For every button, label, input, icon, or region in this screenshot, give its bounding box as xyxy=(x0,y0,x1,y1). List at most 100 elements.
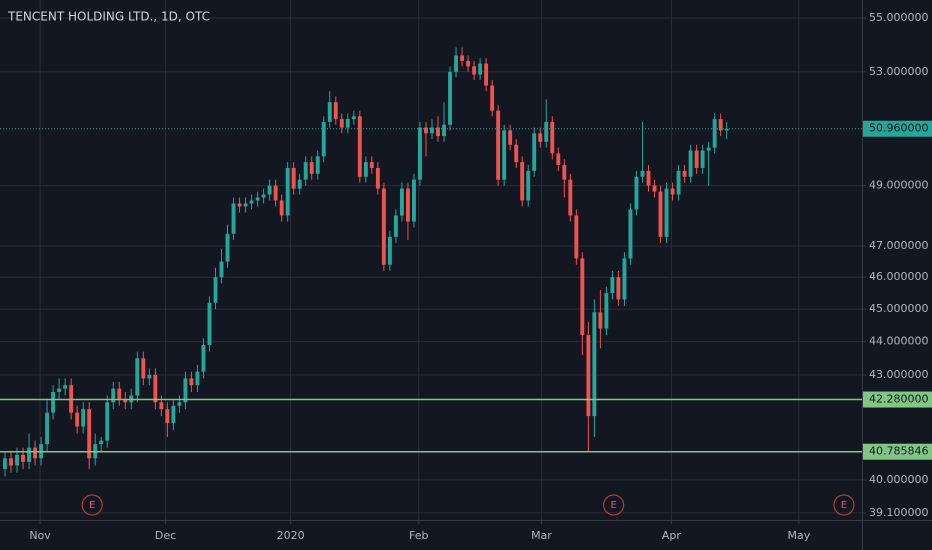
candle-body xyxy=(177,402,182,406)
candle-body xyxy=(676,170,681,195)
candle-body xyxy=(171,405,176,424)
x-tick-label: 2020 xyxy=(277,529,305,542)
candle-body xyxy=(664,188,669,237)
candle-body xyxy=(508,130,513,145)
candle-body xyxy=(448,71,452,125)
candle-body xyxy=(622,258,627,300)
candle-body xyxy=(411,179,416,222)
candle-body xyxy=(357,116,362,177)
candle-body xyxy=(652,185,657,192)
candle-body xyxy=(267,185,272,195)
candle-body xyxy=(195,371,200,386)
candle-body xyxy=(460,55,465,61)
candle-body xyxy=(351,116,356,120)
candle-body xyxy=(670,188,675,195)
event-marker xyxy=(81,494,103,516)
candle-body xyxy=(237,203,242,207)
candle-body xyxy=(430,127,434,134)
candle-body xyxy=(724,128,729,131)
candle-body xyxy=(393,215,398,237)
candle-body xyxy=(466,60,471,67)
candle-body xyxy=(568,179,573,216)
candle-body xyxy=(207,302,212,346)
candle-body xyxy=(369,162,374,168)
candle-body xyxy=(9,458,13,466)
y-tick-label: 44.000000 xyxy=(869,335,929,348)
candle-body xyxy=(345,119,350,128)
grid xyxy=(0,0,862,520)
candle-body xyxy=(532,133,537,171)
candle-body xyxy=(117,388,122,399)
candle-body xyxy=(3,458,7,470)
candle-body xyxy=(562,165,567,180)
candle-body xyxy=(490,85,495,111)
candle-body xyxy=(87,409,92,459)
level-label: 40.785846 xyxy=(869,445,929,458)
candle-body xyxy=(291,167,296,189)
candle-body xyxy=(387,236,392,265)
candle-body xyxy=(45,412,50,445)
y-tick-label: 49.000000 xyxy=(869,179,929,192)
event-label: E xyxy=(89,500,95,511)
candle-body xyxy=(586,335,591,417)
x-tick-label: Nov xyxy=(29,529,51,542)
candle-body xyxy=(694,150,699,168)
candle-body xyxy=(213,277,218,303)
candle-body xyxy=(363,162,368,177)
level-label-box xyxy=(863,391,932,408)
candle-body xyxy=(333,102,338,120)
candle-body xyxy=(592,312,597,417)
event-marker xyxy=(603,494,625,516)
candle-body xyxy=(273,185,278,201)
last-price-box xyxy=(863,120,932,137)
candle-body xyxy=(297,179,302,189)
candle-body xyxy=(628,209,633,259)
candle-body xyxy=(159,402,164,410)
candle-body xyxy=(231,203,236,234)
candle-body xyxy=(598,312,603,329)
candle-body xyxy=(315,156,320,174)
y-tick-label: 43.000000 xyxy=(869,368,929,381)
candle-body xyxy=(706,147,711,151)
y-tick-label: 55.000000 xyxy=(869,11,929,24)
candle-body xyxy=(472,66,477,75)
candle-body xyxy=(243,203,248,207)
candle-body xyxy=(496,110,501,180)
candle-body xyxy=(616,277,621,300)
candle-body xyxy=(375,167,380,189)
candle-body xyxy=(634,176,639,210)
candle-body xyxy=(165,409,170,424)
candle-body xyxy=(309,162,314,174)
candle-body xyxy=(99,440,104,445)
candle-body xyxy=(700,150,705,168)
axes: 55.000000 53.000000 49.000000 47.000000 46.0… xyxy=(29,11,932,542)
candle-body xyxy=(303,162,308,180)
candle-body xyxy=(538,133,543,142)
candle-body xyxy=(478,63,483,75)
candle-body xyxy=(219,261,224,278)
candle-body xyxy=(285,167,290,216)
candle-body xyxy=(381,188,386,265)
candle-body xyxy=(339,119,344,128)
candle-body xyxy=(141,358,146,379)
level-label-box xyxy=(863,443,932,460)
candle-body xyxy=(658,191,663,237)
event-label: E xyxy=(610,500,616,511)
candle-body xyxy=(580,258,585,336)
candle-body xyxy=(405,188,410,222)
candle-body xyxy=(27,447,32,462)
candle-body xyxy=(261,194,266,198)
y-tick-label: 46.000000 xyxy=(869,270,929,283)
candle-body xyxy=(682,170,687,177)
candle-body xyxy=(111,388,116,403)
x-tick-label: Apr xyxy=(662,529,682,542)
candle-body xyxy=(454,55,459,72)
candle-body xyxy=(556,153,561,166)
candle-body xyxy=(484,63,489,86)
candle-body xyxy=(225,233,230,262)
candle-body xyxy=(718,119,723,131)
candle-body xyxy=(75,412,80,427)
